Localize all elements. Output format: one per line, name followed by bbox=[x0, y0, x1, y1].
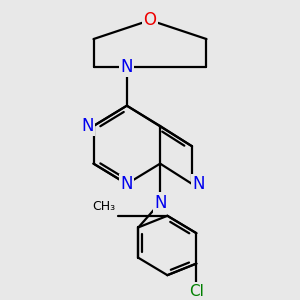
Text: N: N bbox=[81, 117, 94, 135]
Text: Cl: Cl bbox=[189, 284, 204, 298]
Text: N: N bbox=[121, 58, 133, 76]
Text: N: N bbox=[121, 175, 133, 193]
Text: N: N bbox=[192, 175, 205, 193]
Text: O: O bbox=[143, 11, 157, 29]
Text: CH₃: CH₃ bbox=[92, 200, 115, 213]
Text: N: N bbox=[154, 194, 167, 212]
